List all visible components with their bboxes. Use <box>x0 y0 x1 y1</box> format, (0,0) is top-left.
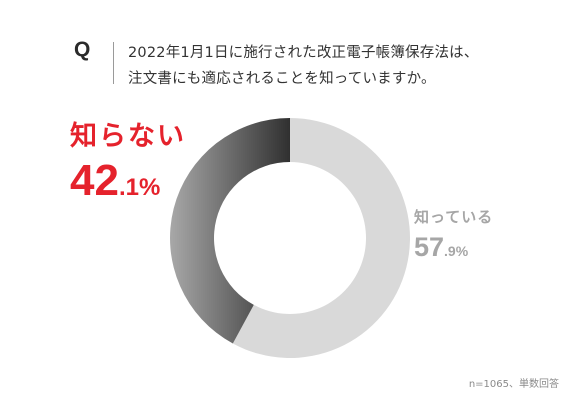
sample-note: n=1065、単数回答 <box>468 379 559 390</box>
question-mark: Q <box>74 38 91 61</box>
label-known-value-int: 57 <box>414 232 445 262</box>
label-known-value-dec: .9% <box>444 243 469 259</box>
label-unknown-value-int: 42 <box>70 156 119 205</box>
question-line-2: 注文書にも適応されることを知っていますか。 <box>128 71 436 87</box>
label-unknown-value: 42.1% <box>70 156 186 215</box>
label-unknown: 知らない 42.1% <box>70 120 186 215</box>
label-unknown-name: 知らない <box>70 121 186 152</box>
label-known: 知っている 57.9% <box>414 206 493 268</box>
slice-unknown <box>170 118 290 344</box>
label-known-value: 57.9% <box>414 230 493 268</box>
question-line-1: 2022年1月1日に施行された改正電子帳簿保存法は、 <box>128 45 479 61</box>
question-text: 2022年1月1日に施行された改正電子帳簿保存法は、 注文書にも適応されることを… <box>128 40 528 92</box>
divider-line <box>113 42 114 84</box>
label-known-name: 知っている <box>414 208 494 226</box>
label-unknown-value-dec: .1% <box>118 174 161 201</box>
slice-known <box>232 118 410 358</box>
